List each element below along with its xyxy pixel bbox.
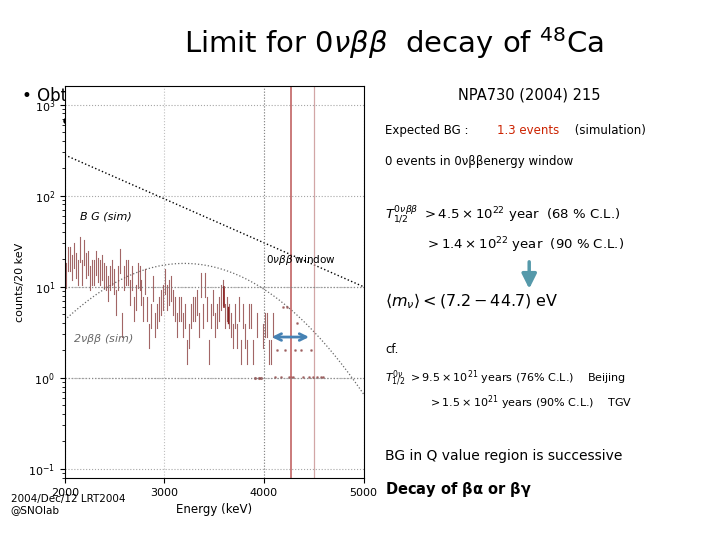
Text: 1.3 events: 1.3 events — [497, 124, 559, 137]
Text: 0 events in 0νββenergy window: 0 events in 0νββenergy window — [385, 154, 573, 167]
Text: $T_{1/2}^{0\nu}$ $>9.5\times10^{21}$ years (76% C.L.)    Beijing: $T_{1/2}^{0\nu}$ $>9.5\times10^{21}$ yea… — [385, 368, 626, 388]
Text: $>1.5\times10^{21}$ years (90% C.L.)    TGV: $>1.5\times10^{21}$ years (90% C.L.) TGV — [428, 394, 633, 413]
Text: NPA730 (2004) 215: NPA730 (2004) 215 — [458, 87, 600, 102]
Y-axis label: counts/20 keV: counts/20 keV — [15, 242, 25, 322]
Text: (simulation): (simulation) — [571, 124, 646, 137]
Text: $\langle m_\nu \rangle < (7.2 - 44.7)$ eV: $\langle m_\nu \rangle < (7.2 - 44.7)$ e… — [385, 292, 559, 311]
Text: Expected BG :: Expected BG : — [385, 124, 472, 137]
Text: • 4.23 kg yr: • 4.23 kg yr — [61, 115, 163, 130]
Text: 2$\nu\beta\beta$ (sim): 2$\nu\beta\beta$ (sim) — [73, 332, 133, 346]
X-axis label: Energy (keV): Energy (keV) — [176, 503, 252, 516]
Text: B G (sim): B G (sim) — [80, 211, 132, 221]
Text: cf.: cf. — [385, 343, 399, 356]
Text: 0$\nu\beta\beta$ window: 0$\nu\beta\beta$ window — [266, 253, 336, 267]
Text: Limit for $0\nu\beta\beta$  decay of $^{48}$Ca: Limit for $0\nu\beta\beta$ decay of $^{4… — [184, 25, 604, 61]
Text: • Obtained spectrum: • Obtained spectrum — [22, 87, 197, 105]
Text: $T_{1/2}^{0\nu\beta\beta}$ $>4.5\times10^{22}$ year  (68 % C.L.): $T_{1/2}^{0\nu\beta\beta}$ $>4.5\times10… — [385, 203, 621, 224]
Text: 2004/Dec/12 LRT2004
@SNOlab: 2004/Dec/12 LRT2004 @SNOlab — [11, 494, 125, 515]
Text: $>1.4\times10^{22}$ year  (90 % C.L.): $>1.4\times10^{22}$ year (90 % C.L.) — [425, 236, 624, 255]
Text: BG in Q value region is successive: BG in Q value region is successive — [385, 449, 623, 463]
Text: Decay of $\mathbf{\beta\alpha}$ or $\mathbf{\beta\gamma}$: Decay of $\mathbf{\beta\alpha}$ or $\mat… — [385, 480, 532, 498]
